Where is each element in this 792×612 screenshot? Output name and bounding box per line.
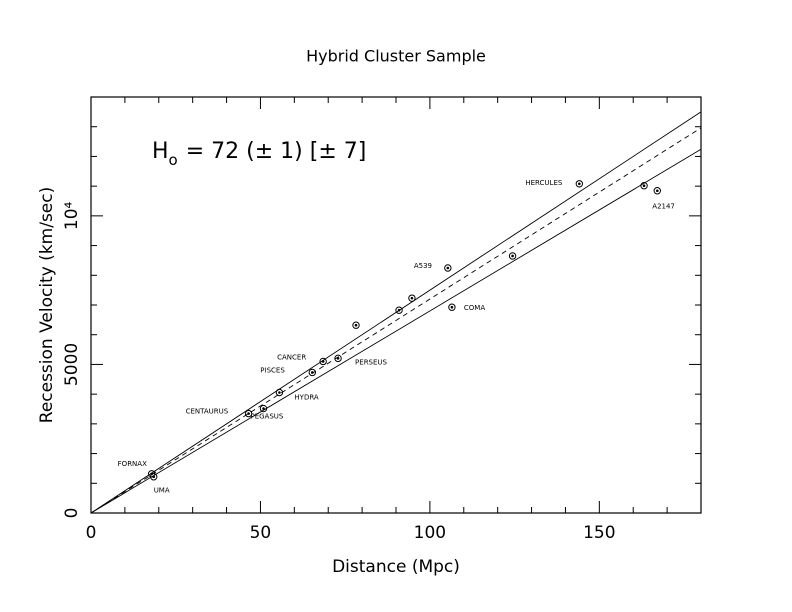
point [395, 306, 403, 314]
point-label: CENTAURUS [186, 408, 229, 416]
point [640, 181, 648, 190]
point-dot [397, 308, 401, 312]
point-label: CANCER [277, 353, 306, 361]
point-dot [247, 412, 250, 415]
fit-line [90, 148, 702, 514]
point-dot [446, 266, 450, 270]
point [444, 264, 452, 272]
point-label: UMA [154, 487, 170, 495]
annotation-main: H [152, 139, 169, 164]
point [259, 404, 268, 413]
point-dot [336, 357, 340, 360]
point [149, 473, 158, 481]
point-label: PEGASUS [250, 413, 283, 421]
y-tick-label: 10⁴ [62, 201, 82, 230]
y-axis-label: Recession Velocity (km/sec) [37, 187, 57, 423]
point-dot [310, 371, 314, 374]
point-dot [410, 296, 414, 300]
point-label: A2147 [652, 203, 675, 211]
fit-line [90, 111, 702, 514]
x-tick-label: 0 [86, 523, 97, 543]
point-dot [278, 391, 281, 394]
x-axis-label: Distance (Mpc) [332, 557, 460, 577]
point [448, 303, 456, 311]
point-dot [450, 305, 454, 309]
point-label: HERCULES [525, 179, 563, 187]
point [308, 368, 316, 377]
y-tick-label: 5000 [62, 343, 82, 386]
point [508, 252, 517, 260]
point [352, 321, 360, 329]
point [319, 357, 327, 366]
point-dot [354, 323, 358, 327]
annotation-rest: = 72 (± 1) [± 7] [186, 139, 367, 164]
point-label: COMA [464, 304, 485, 312]
point-dot [655, 189, 659, 193]
point [275, 388, 284, 397]
x-tick-label: 50 [250, 523, 272, 543]
point-label: PISCES [260, 366, 285, 374]
point [334, 354, 342, 363]
point-label: PERSEUS [355, 358, 387, 366]
point [244, 409, 253, 418]
fit-line [90, 127, 702, 514]
point-label: HYDRA [294, 394, 319, 402]
x-tick-label: 100 [414, 523, 446, 543]
point-label: FORNAX [118, 460, 147, 468]
point-dot [262, 407, 265, 410]
plot-frame [90, 96, 702, 514]
point-dot [642, 184, 646, 187]
point-dot [578, 182, 581, 186]
point [408, 294, 416, 302]
point [575, 180, 584, 188]
annotation-sub: o [169, 151, 178, 169]
point-dot [152, 475, 155, 479]
point [653, 187, 661, 195]
x-tick-label: 150 [583, 523, 615, 543]
point-dot [321, 360, 325, 363]
annotation: Ho = 72 (± 1) [± 7] [152, 139, 366, 169]
point-dot [511, 254, 514, 258]
chart-title: Hybrid Cluster Sample [306, 47, 486, 66]
point-label: A539 [414, 262, 432, 270]
y-tick-label: 0 [62, 508, 82, 519]
